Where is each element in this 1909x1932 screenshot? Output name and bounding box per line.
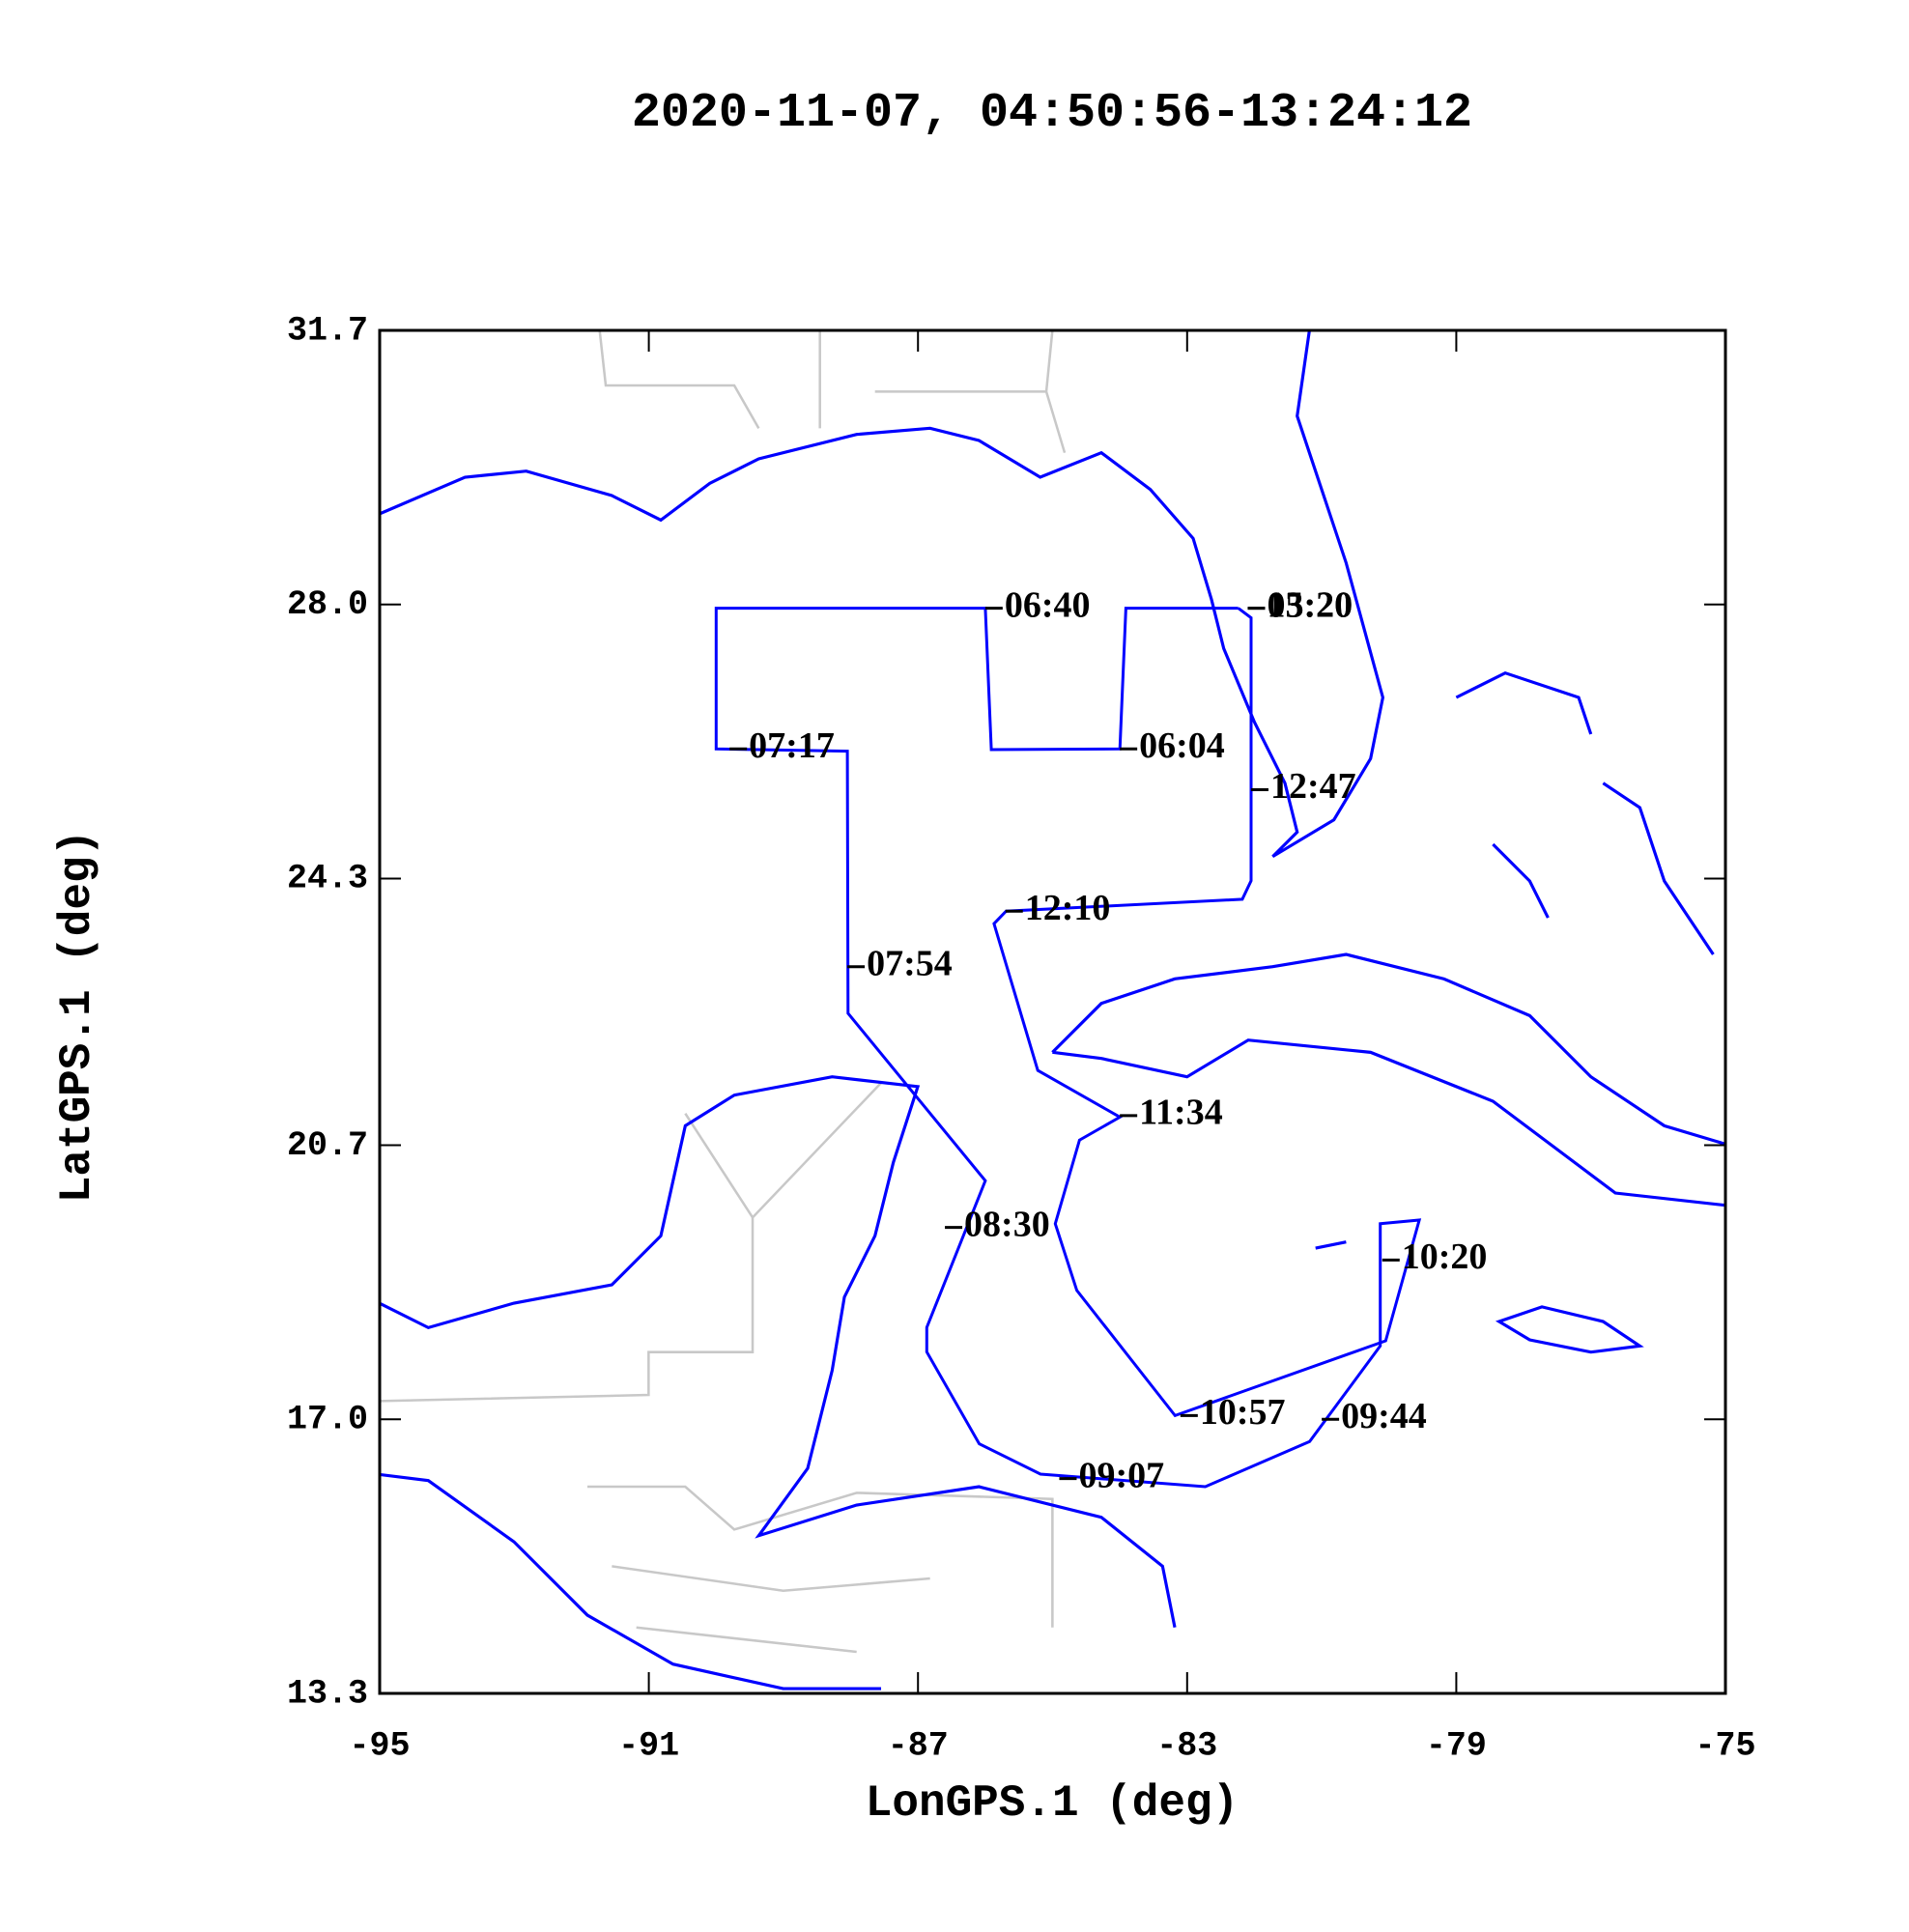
annotation: 12:10: [1025, 888, 1111, 928]
x-tick-label: -83: [1156, 1726, 1217, 1765]
chart-title: 2020-11-07, 04:50:56-13:24:12: [632, 86, 1472, 141]
annotation: 07:54: [867, 943, 953, 983]
annotation: 10:20: [1402, 1236, 1488, 1277]
y-tick-label: 31.7: [287, 311, 368, 350]
annotation: 11:34: [1139, 1093, 1223, 1133]
x-tick-label: -91: [618, 1726, 679, 1765]
basemap: [380, 330, 1725, 1690]
annotation: 06:40: [1005, 584, 1091, 625]
x-tick-label: -87: [888, 1726, 949, 1765]
annotation: 06:04: [1139, 725, 1225, 766]
x-tick-label: -75: [1695, 1726, 1755, 1765]
annotation: 12:47: [1270, 766, 1356, 807]
x-tick-label: -79: [1426, 1726, 1487, 1765]
y-tick-label: 20.7: [287, 1126, 368, 1165]
x-axis-label: LonGPS.1 (deg): [866, 1778, 1239, 1829]
flight-track: [714, 607, 1422, 1489]
annotation: 08:30: [964, 1204, 1050, 1244]
y-tick-label: 24.3: [287, 860, 368, 898]
y-tick-label: 17.0: [287, 1401, 368, 1439]
annotation: 09:44: [1341, 1396, 1427, 1436]
annotation: 10:57: [1200, 1392, 1286, 1433]
x-tick-label: -95: [349, 1726, 410, 1765]
y-tick-label: 13.3: [287, 1674, 368, 1713]
y-tick-label: 28.0: [287, 585, 368, 624]
annotation: 07:17: [749, 725, 835, 766]
plot-frame: [378, 328, 1727, 1695]
y-axis-label: LatGPS.1 (deg): [52, 830, 102, 1203]
annotation: 05:20: [1267, 584, 1353, 625]
annotation: 13:20: [1267, 584, 1353, 625]
plot-layer: -95 -91 -87 -83 -79 -75 31.7 28.0 24.3 20.7 17.0 13…: [287, 311, 1756, 1765]
annotation: 09:07: [1078, 1455, 1164, 1495]
